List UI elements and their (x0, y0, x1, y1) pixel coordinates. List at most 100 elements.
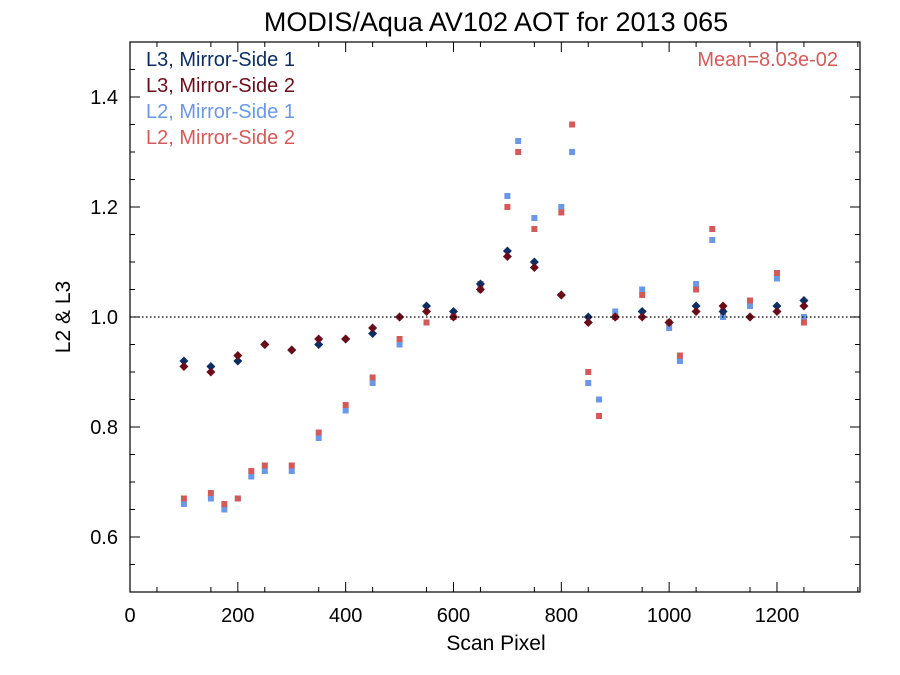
data-point-l2-ms2 (342, 402, 349, 408)
data-point-l3-ms2 (206, 367, 216, 377)
data-point-l2-ms1 (569, 149, 576, 155)
data-point-l2-ms1 (709, 237, 716, 243)
data-point-l2-ms1 (342, 407, 349, 414)
data-point-l3-ms2 (314, 334, 324, 344)
x-tick-label: 1200 (755, 605, 800, 627)
data-point-l2-ms1 (558, 204, 565, 210)
data-point-l2-ms2 (773, 270, 780, 276)
data-point-l3-ms2 (583, 318, 593, 327)
data-point-l2-ms2 (207, 490, 214, 496)
data-point-l3-ms2 (341, 334, 351, 344)
data-point-l3-ms1 (368, 329, 378, 338)
data-point-l3-ms2 (664, 318, 674, 327)
y-tick-label: 1.4 (90, 87, 118, 109)
data-point-l2-ms2 (221, 501, 228, 507)
data-point-l2-ms1 (773, 275, 780, 282)
data-point-l2-ms1 (676, 358, 683, 364)
data-point-l3-ms1 (718, 307, 728, 316)
data-point-l2-ms1 (180, 501, 187, 507)
mean-annotation: Mean=8.03e-02 (697, 49, 838, 71)
y-axis: 0.6 0.8 1.0 1.2 1.4 (90, 69, 860, 565)
data-point-l2-ms1 (747, 303, 754, 309)
data-point-l2-ms2 (504, 204, 511, 210)
data-point-l3-ms2 (799, 301, 809, 311)
data-point-l2-ms1 (585, 380, 592, 386)
legend-entry-l2-ms1: L2, Mirror-Side 1 (146, 101, 295, 123)
data-point-l3-ms1 (475, 279, 485, 289)
data-point-l2-ms1 (693, 281, 700, 287)
data-point-l2-ms2 (800, 319, 807, 326)
data-point-l2-ms2 (531, 226, 538, 232)
x-tick-label: 1000 (647, 605, 692, 627)
data-point-l3-ms2 (691, 307, 701, 316)
data-point-l3-ms1 (233, 356, 243, 366)
data-point-l3-ms2 (233, 351, 243, 360)
data-point-l2-ms2 (676, 352, 683, 359)
data-point-l3-ms2 (395, 312, 405, 322)
data-point-l2-ms2 (515, 149, 522, 155)
y-tick-label: 0.8 (90, 417, 118, 439)
x-axis: 0 200 400 600 800 1000 1200 (124, 42, 859, 627)
data-point-l3-ms1 (502, 246, 512, 256)
data-point-l3-ms2 (368, 323, 378, 333)
data-point-l3-ms1 (583, 312, 593, 322)
data-point-l2-ms2 (261, 462, 268, 469)
x-tick-label: 200 (221, 605, 254, 627)
data-point-l2-ms2 (693, 286, 700, 293)
data-point-l3-ms1 (206, 362, 216, 371)
data-point-l3-ms2 (718, 301, 728, 311)
data-point-l2-ms1 (396, 341, 403, 348)
data-point-l3-ms2 (448, 312, 458, 322)
data-point-l3-ms1 (314, 340, 324, 349)
data-point-l2-ms1 (515, 138, 522, 144)
data-point-l2-ms2 (180, 495, 187, 502)
legend-entry-l3-ms2: L3, Mirror-Side 2 (146, 75, 295, 97)
x-tick-label: 800 (545, 605, 578, 627)
data-point-l2-ms2 (639, 292, 646, 298)
data-point-l2-ms1 (639, 286, 646, 293)
data-point-l2-ms2 (558, 209, 565, 216)
data-point-l3-ms2 (502, 252, 512, 261)
data-point-l2-ms2 (234, 495, 241, 502)
data-point-l2-ms1 (666, 325, 673, 331)
x-axis-label: Scan Pixel (446, 632, 545, 655)
data-point-l2-ms2 (709, 226, 716, 232)
data-point-l2-ms2 (747, 297, 754, 304)
data-point-l3-ms2 (772, 307, 782, 316)
y-axis-label: L2 & L3 (52, 281, 75, 353)
data-point-l2-ms2 (369, 374, 376, 381)
data-point-l2-ms1 (504, 193, 511, 199)
data-point-l3-ms1 (179, 356, 189, 366)
data-point-l2-ms1 (221, 506, 228, 513)
x-tick-label: 0 (124, 605, 135, 627)
plot-points (179, 121, 809, 513)
data-point-l2-ms2 (569, 121, 576, 128)
data-point-l3-ms2 (260, 340, 270, 349)
data-point-l3-ms1 (799, 296, 809, 305)
data-point-l2-ms1 (261, 468, 268, 474)
data-point-l3-ms1 (637, 307, 647, 316)
legend-entry-l3-ms1: L3, Mirror-Side 1 (146, 49, 295, 71)
data-point-l2-ms2 (248, 468, 255, 474)
data-point-l2-ms1 (800, 314, 807, 320)
data-point-l3-ms2 (556, 290, 566, 300)
data-point-l3-ms2 (475, 285, 485, 294)
data-point-l3-ms2 (179, 362, 189, 371)
data-point-l2-ms2 (423, 319, 430, 326)
data-point-l3-ms2 (287, 345, 297, 355)
x-tick-label: 600 (437, 605, 470, 627)
data-point-l2-ms1 (248, 473, 255, 480)
x-tick-label: 400 (329, 605, 362, 627)
data-point-l2-ms1 (531, 215, 538, 221)
data-point-l3-ms1 (772, 301, 782, 311)
data-point-l3-ms2 (529, 263, 539, 272)
data-point-l2-ms1 (612, 308, 619, 315)
data-point-l2-ms2 (396, 336, 403, 342)
data-point-l2-ms1 (207, 495, 214, 502)
data-point-l2-ms1 (315, 435, 322, 441)
data-point-l2-ms2 (585, 369, 592, 375)
y-tick-label: 1.2 (90, 197, 118, 219)
data-point-l3-ms1 (529, 257, 539, 267)
data-point-l2-ms2 (315, 429, 322, 436)
